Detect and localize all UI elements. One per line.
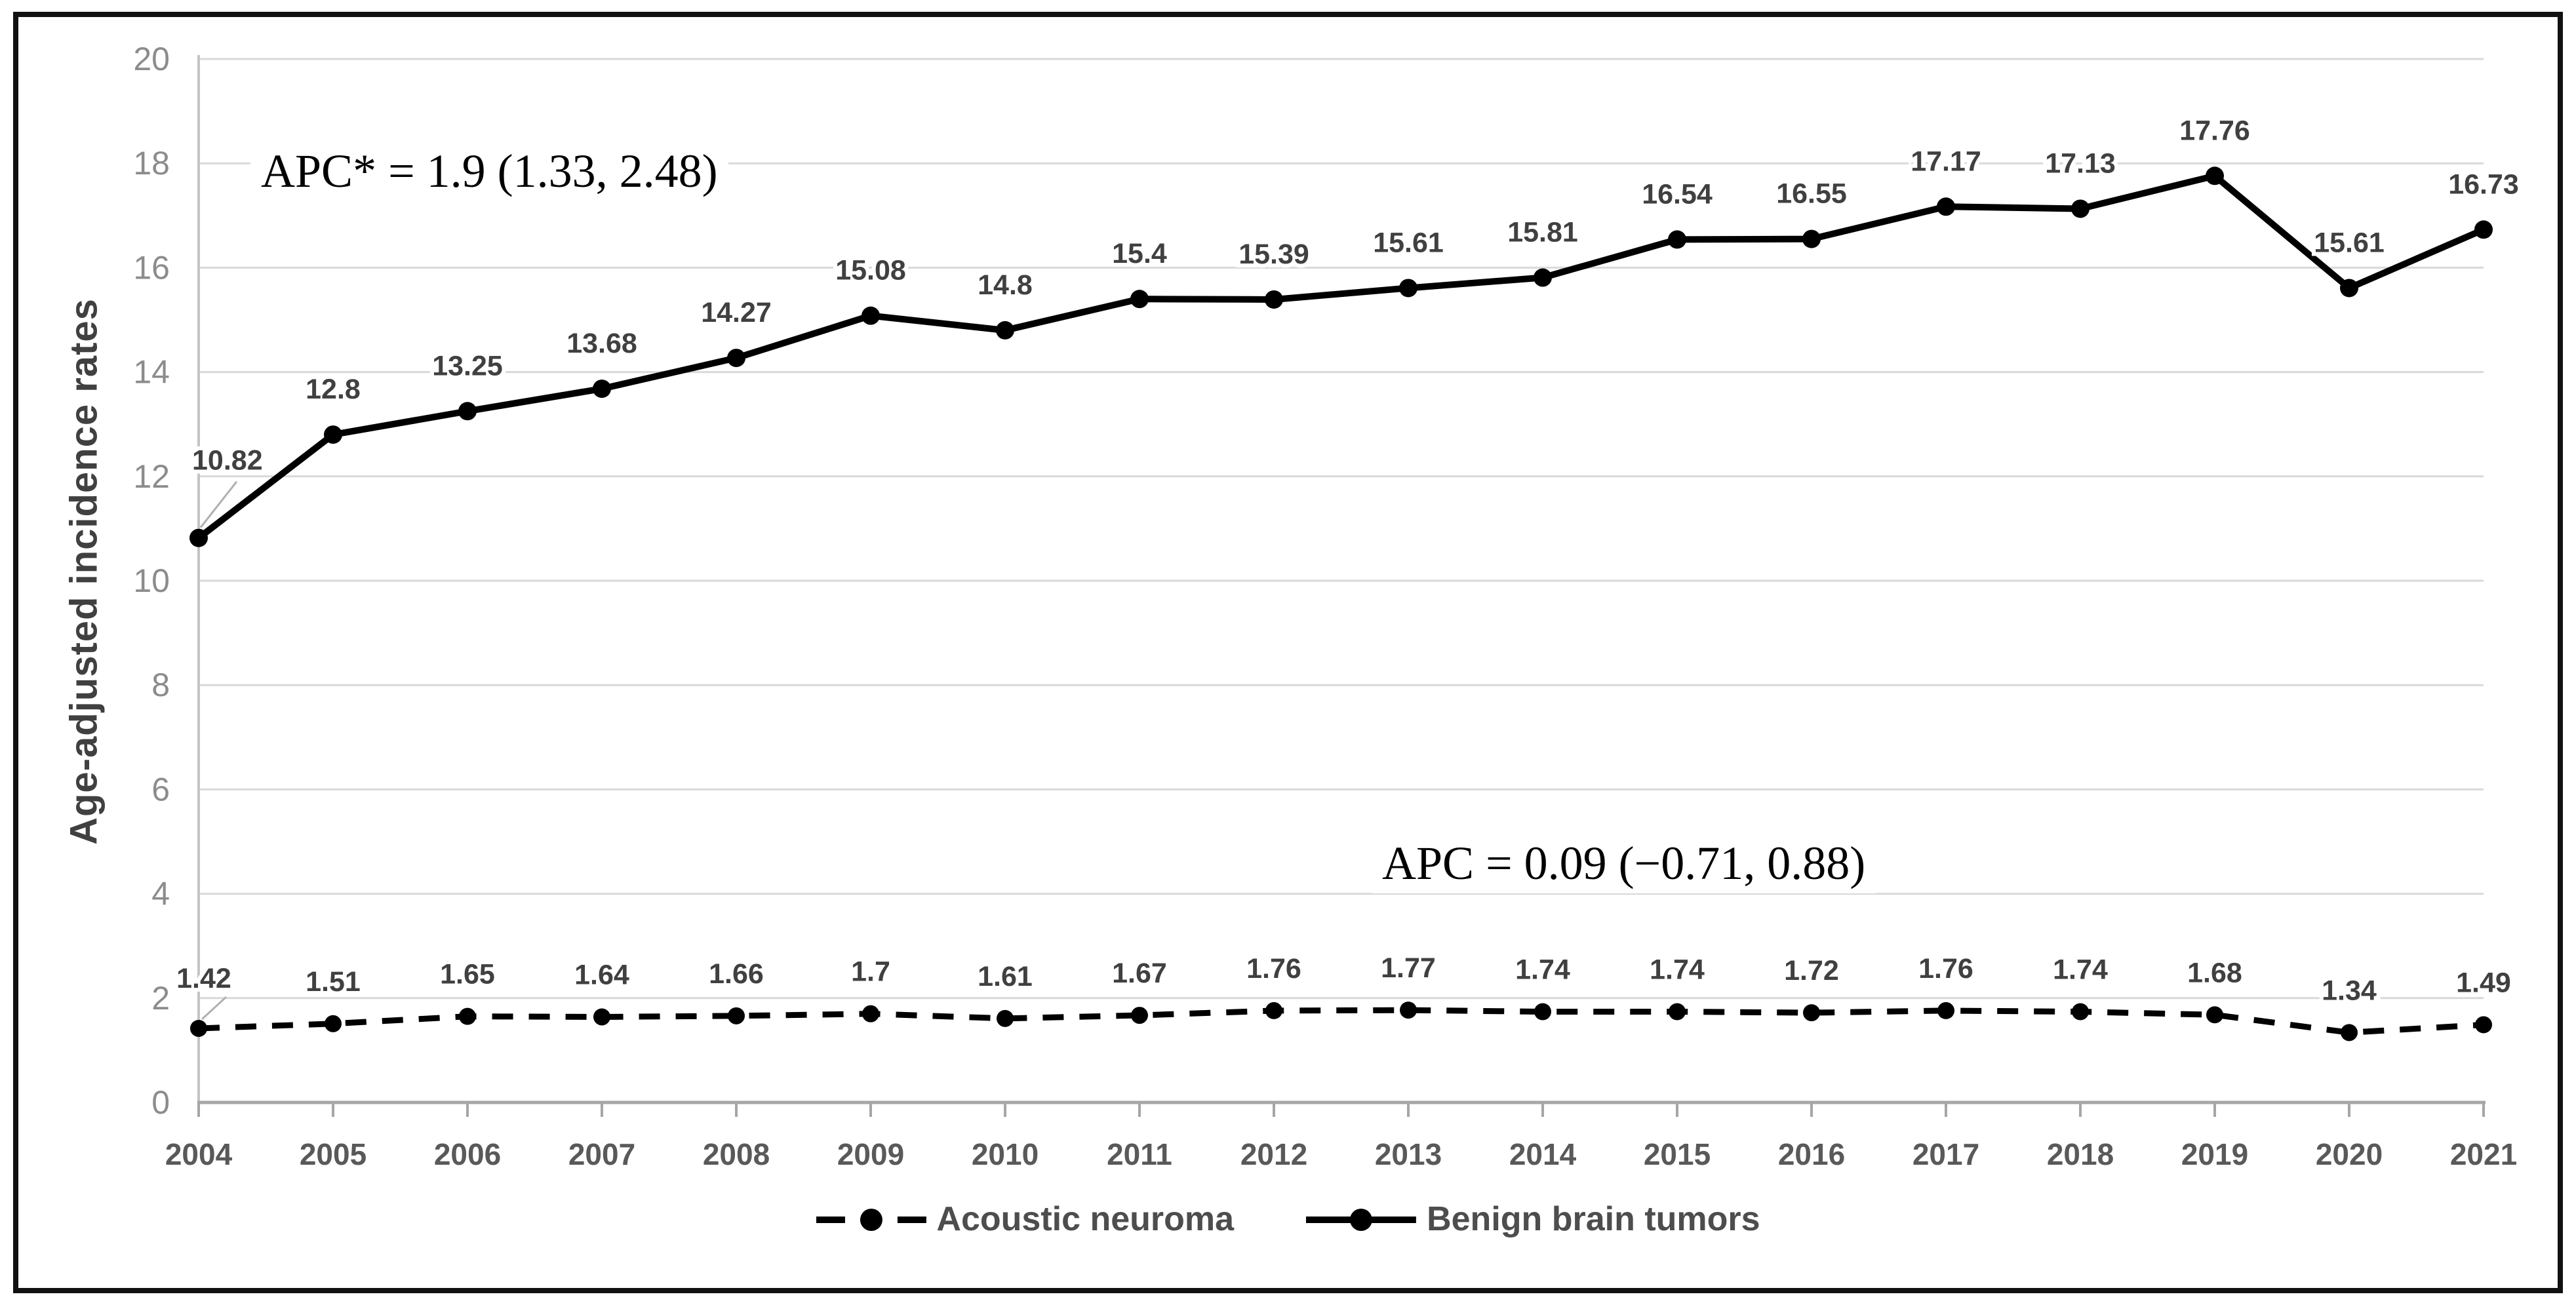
- chart-legend: Acoustic neuroma Benign brain tumors: [816, 1199, 1760, 1239]
- svg-text:1.77: 1.77: [1381, 952, 1436, 984]
- legend-label-benign-brain-tumors: Benign brain tumors: [1427, 1200, 1760, 1238]
- svg-text:2: 2: [151, 980, 170, 1017]
- svg-text:2010: 2010: [972, 1137, 1039, 1171]
- svg-text:1.49: 1.49: [2456, 967, 2511, 998]
- svg-text:4: 4: [151, 876, 170, 912]
- svg-text:10: 10: [133, 562, 170, 599]
- svg-text:14: 14: [133, 354, 170, 391]
- svg-text:16: 16: [133, 249, 170, 286]
- dashed-line-dot-icon: [816, 1209, 926, 1231]
- svg-text:17.76: 17.76: [2179, 115, 2250, 146]
- svg-text:8: 8: [151, 667, 170, 703]
- svg-text:2005: 2005: [300, 1137, 367, 1171]
- svg-text:16.55: 16.55: [1776, 178, 1847, 210]
- svg-text:1.76: 1.76: [1918, 953, 1973, 984]
- legend-label-acoustic-neuroma: Acoustic neuroma: [936, 1200, 1235, 1238]
- apc-annotation-acoustic: APC = 0.09 (−0.71, 0.88): [1372, 834, 1876, 893]
- svg-text:2006: 2006: [434, 1137, 501, 1171]
- svg-text:1.74: 1.74: [2053, 954, 2108, 985]
- y-axis-title: Age-adjusted incidence rates: [62, 298, 106, 845]
- svg-text:1.68: 1.68: [2187, 957, 2242, 988]
- svg-text:1.7: 1.7: [851, 956, 890, 988]
- svg-text:2018: 2018: [2047, 1137, 2114, 1171]
- legend-item-acoustic-neuroma: Acoustic neuroma: [816, 1199, 1234, 1239]
- svg-text:1.74: 1.74: [1650, 954, 1705, 985]
- svg-text:15.81: 15.81: [1507, 217, 1578, 248]
- svg-text:2014: 2014: [1509, 1137, 1577, 1171]
- svg-text:1.67: 1.67: [1112, 958, 1167, 989]
- svg-text:2004: 2004: [165, 1137, 233, 1171]
- svg-text:15.39: 15.39: [1238, 239, 1309, 270]
- legend-item-benign-brain-tumors: Benign brain tumors: [1306, 1199, 1760, 1239]
- svg-text:12: 12: [133, 458, 170, 495]
- svg-text:17.17: 17.17: [1911, 146, 1981, 177]
- svg-text:0: 0: [151, 1084, 170, 1121]
- svg-text:2015: 2015: [1644, 1137, 1711, 1171]
- svg-text:1.64: 1.64: [574, 959, 629, 990]
- svg-text:13.25: 13.25: [432, 350, 503, 381]
- svg-text:2017: 2017: [1912, 1137, 1979, 1171]
- svg-text:1.66: 1.66: [709, 958, 764, 990]
- svg-text:14.27: 14.27: [701, 297, 772, 328]
- svg-text:16.54: 16.54: [1642, 178, 1713, 210]
- svg-text:17.13: 17.13: [2045, 147, 2116, 179]
- svg-text:12.8: 12.8: [306, 374, 361, 405]
- svg-text:16.73: 16.73: [2448, 168, 2519, 200]
- svg-text:2016: 2016: [1778, 1137, 1845, 1171]
- svg-text:1.34: 1.34: [2322, 975, 2377, 1006]
- svg-text:6: 6: [151, 771, 170, 808]
- svg-text:2011: 2011: [1107, 1137, 1172, 1171]
- svg-text:1.51: 1.51: [306, 966, 361, 998]
- svg-text:15.08: 15.08: [835, 255, 906, 286]
- svg-text:2009: 2009: [837, 1137, 904, 1171]
- svg-text:2020: 2020: [2316, 1137, 2383, 1171]
- svg-text:2007: 2007: [568, 1137, 635, 1171]
- svg-text:2008: 2008: [703, 1137, 770, 1171]
- apc-annotation-benign: APC* = 1.9 (1.33, 2.48): [250, 142, 728, 201]
- svg-text:1.76: 1.76: [1246, 953, 1301, 984]
- svg-text:18: 18: [133, 145, 170, 182]
- svg-text:2012: 2012: [1240, 1137, 1307, 1171]
- svg-text:1.65: 1.65: [440, 959, 495, 990]
- svg-text:15.61: 15.61: [1373, 227, 1444, 258]
- svg-text:14.8: 14.8: [978, 269, 1033, 301]
- svg-text:15.4: 15.4: [1112, 238, 1167, 269]
- svg-text:2021: 2021: [2450, 1137, 2517, 1171]
- svg-text:1.72: 1.72: [1784, 955, 1839, 986]
- svg-text:2019: 2019: [2181, 1137, 2248, 1171]
- solid-line-dot-icon: [1306, 1209, 1417, 1231]
- svg-text:2013: 2013: [1375, 1137, 1442, 1171]
- svg-text:1.61: 1.61: [978, 961, 1033, 992]
- svg-text:13.68: 13.68: [566, 328, 637, 359]
- svg-text:1.74: 1.74: [1515, 954, 1570, 985]
- svg-text:1.42: 1.42: [176, 963, 231, 994]
- svg-text:20: 20: [133, 41, 170, 77]
- svg-text:15.61: 15.61: [2314, 227, 2385, 258]
- svg-text:10.82: 10.82: [192, 445, 263, 477]
